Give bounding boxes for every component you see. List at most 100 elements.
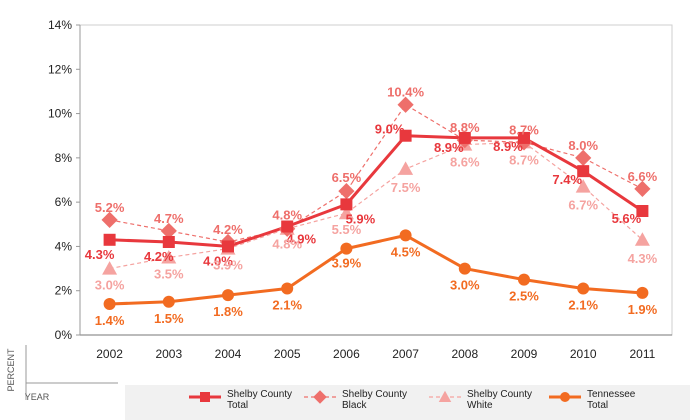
- legend-label-shelby-county-white: White: [467, 400, 493, 411]
- point-tennessee-total-2003: [162, 295, 175, 308]
- data-label-shelby-county-black-2011: 6.6%: [628, 169, 658, 184]
- point-shelby-county-total-2005: [281, 220, 294, 233]
- point-shelby-county-black-2003: [160, 222, 177, 240]
- data-labels: 4.3% 4.2% 4.0% 4.9% 5.9% 9.0% 8.9% 8.9% 7.4% 5.6%…: [85, 85, 658, 328]
- data-label-shelby-county-total-2011: 5.6%: [612, 211, 642, 226]
- point-tennessee-total-2008: [458, 262, 471, 275]
- data-label-shelby-county-total-2009: 8.9%: [493, 139, 523, 154]
- point-shelby-county-total-2009: [518, 131, 530, 144]
- data-label-shelby-county-black-2006: 6.5%: [332, 170, 362, 185]
- point-shelby-county-total-2007: [399, 129, 412, 142]
- point-tennessee-total-2006: [340, 242, 353, 255]
- data-label-tennessee-total-2005: 2.1%: [272, 298, 302, 313]
- point-tennessee-total-2007: [399, 229, 412, 242]
- x-tick-label: 2010: [570, 347, 597, 361]
- point-tennessee-total-2010: [577, 282, 590, 295]
- point-shelby-county-total-2003: [162, 236, 175, 248]
- point-shelby-county-white-2007: [398, 161, 414, 175]
- y-axis-title: PERCENT: [6, 348, 16, 392]
- data-label-shelby-county-total-2008: 8.9%: [434, 140, 464, 155]
- data-label-shelby-county-total-2004: 4.0%: [203, 253, 233, 268]
- y-tick-label: 12%: [48, 62, 72, 76]
- series-line-shelby-county-total: [109, 134, 644, 248]
- point-shelby-county-black-2010: [575, 149, 592, 166]
- series-line-shelby-county-black: [109, 104, 643, 243]
- x-tick-label: 2009: [511, 347, 538, 361]
- data-label-shelby-county-total-2003: 4.2%: [144, 249, 174, 264]
- data-label-shelby-county-black-2004: 4.2%: [213, 222, 243, 237]
- data-label-shelby-county-black-2003: 4.7%: [154, 211, 184, 226]
- y-tick-label: 0%: [55, 328, 73, 342]
- series-lines: [109, 104, 644, 306]
- data-label-tennessee-total-2011: 1.9%: [628, 302, 658, 317]
- x-tick-label: 2002: [96, 347, 123, 361]
- x-axis-title: YEAR: [25, 392, 50, 402]
- x-tick-label: 2003: [155, 347, 182, 361]
- series-line-shelby-county-white: [109, 141, 643, 270]
- data-label-shelby-county-white-2003: 3.5%: [154, 267, 184, 282]
- point-shelby-county-total-2004: [222, 240, 234, 253]
- legend-label-shelby-county-total: Shelby County: [227, 389, 292, 400]
- data-label-shelby-county-white-2007: 7.5%: [391, 180, 421, 195]
- data-label-shelby-county-total-2007: 9.0%: [375, 122, 405, 137]
- y-tick-label: 4%: [55, 239, 73, 253]
- y-tick-label: 10%: [48, 107, 72, 121]
- legend-marker-tennessee-total: [560, 392, 570, 402]
- point-shelby-county-white-2011: [634, 232, 650, 246]
- x-tick-label: 2004: [215, 347, 242, 361]
- point-tennessee-total-2002: [103, 298, 116, 310]
- data-label-shelby-county-black-2008: 8.8%: [450, 120, 480, 135]
- legend-label-tennessee-total: Total: [587, 400, 608, 411]
- data-label-shelby-county-total-2002: 4.3%: [85, 247, 115, 262]
- x-tick-label: 2006: [333, 347, 360, 361]
- legend-label-shelby-county-black: Shelby County: [342, 389, 407, 400]
- data-label-shelby-county-black-2010: 8.0%: [568, 138, 598, 153]
- y-tick-label: 14%: [48, 18, 72, 32]
- legend-marker-shelby-county-total: [200, 392, 210, 402]
- data-label-tennessee-total-2002: 1.4%: [95, 313, 125, 328]
- data-label-tennessee-total-2009: 2.5%: [509, 289, 539, 304]
- legend-label-tennessee-total: Tennessee: [587, 389, 636, 400]
- data-label-shelby-county-white-2010: 6.7%: [568, 198, 598, 213]
- y-tick-label: 8%: [55, 151, 73, 165]
- data-label-shelby-county-total-2006: 5.9%: [346, 211, 376, 226]
- data-label-shelby-county-white-2008: 8.6%: [450, 155, 480, 170]
- legend-marker-shelby-county-black: [313, 390, 327, 404]
- point-shelby-county-white-2010: [575, 179, 591, 193]
- legend-box: [125, 385, 690, 420]
- data-label-tennessee-total-2006: 3.9%: [332, 256, 362, 271]
- point-tennessee-total-2009: [518, 273, 530, 286]
- x-tick-label: 2005: [274, 347, 301, 361]
- y-tick-label: 6%: [55, 195, 73, 209]
- data-label-tennessee-total-2008: 3.0%: [450, 278, 480, 293]
- data-label-tennessee-total-2004: 1.8%: [213, 304, 243, 319]
- data-label-tennessee-total-2010: 2.1%: [568, 298, 598, 313]
- data-label-shelby-county-black-2007: 10.4%: [387, 85, 424, 100]
- y-tick-label: 2%: [55, 284, 73, 298]
- point-shelby-county-black-2002: [101, 211, 118, 228]
- data-label-shelby-county-black-2002: 5.2%: [95, 200, 125, 215]
- data-label-shelby-county-white-2011: 4.3%: [628, 251, 658, 266]
- data-label-shelby-county-white-2005: 4.8%: [272, 237, 302, 252]
- point-shelby-county-total-2011: [636, 205, 649, 217]
- legend-marker-shelby-county-white: [438, 390, 452, 402]
- point-shelby-county-total-2006: [340, 198, 353, 211]
- data-label-shelby-county-total-2010: 7.4%: [552, 172, 582, 187]
- data-label-shelby-county-white-2006: 5.5%: [332, 222, 362, 237]
- data-label-shelby-county-white-2002: 3.0%: [95, 278, 125, 293]
- point-tennessee-total-2004: [222, 289, 234, 302]
- data-label-shelby-county-total-2005: 4.9%: [286, 232, 316, 247]
- point-shelby-county-total-2002: [103, 233, 116, 246]
- legend-label-shelby-county-black: Black: [342, 400, 367, 411]
- data-label-shelby-county-white-2004: 3.9%: [213, 258, 243, 273]
- data-label-shelby-county-black-2009: 8.7%: [509, 122, 539, 137]
- point-shelby-county-white-2003: [161, 250, 177, 264]
- data-label-tennessee-total-2007: 4.5%: [391, 244, 421, 259]
- x-tick-label: 2011: [629, 347, 655, 361]
- point-shelby-county-white-2002: [102, 261, 118, 275]
- data-label-tennessee-total-2003: 1.5%: [154, 311, 184, 326]
- series-markers: [101, 96, 651, 310]
- x-tick-label: 2007: [392, 347, 419, 361]
- point-tennessee-total-2011: [636, 286, 649, 299]
